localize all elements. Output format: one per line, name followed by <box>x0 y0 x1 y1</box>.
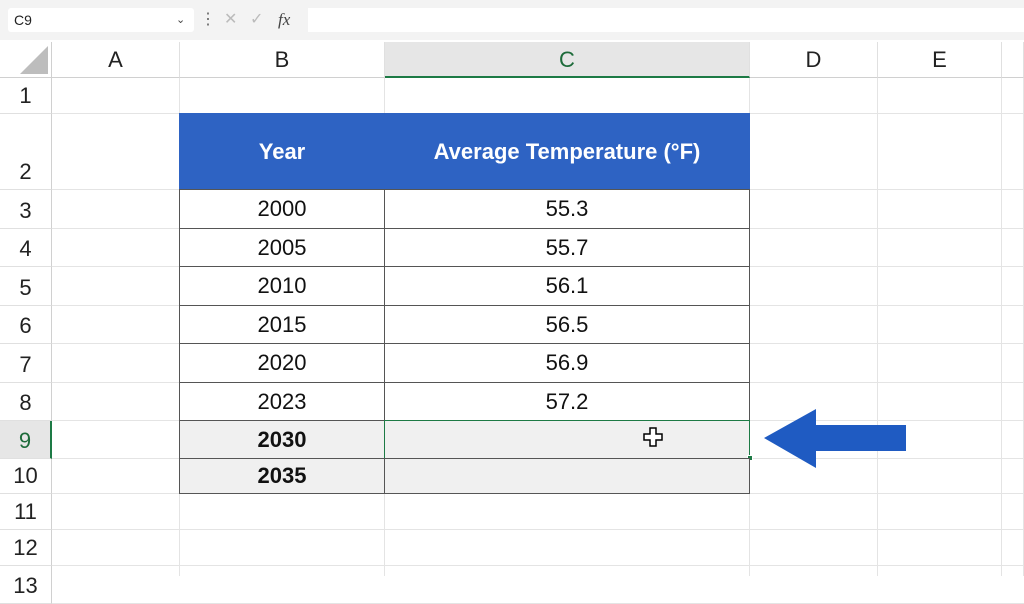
enter-icon[interactable]: ✓ <box>250 11 264 28</box>
column-header[interactable]: A <box>52 42 180 78</box>
table-cell[interactable]: Year <box>179 113 385 190</box>
table-cell[interactable]: 2030 <box>179 420 385 459</box>
table-cell[interactable]: 55.7 <box>384 228 750 267</box>
select-all-icon <box>20 46 48 74</box>
pointer-arrow <box>764 409 906 468</box>
row-header[interactable]: 6 <box>0 306 52 344</box>
table-cell[interactable]: 56.5 <box>384 305 750 344</box>
column-header[interactable]: D <box>750 42 878 78</box>
grid-line <box>52 565 1024 566</box>
formula-input[interactable] <box>308 8 1024 32</box>
grid-line <box>877 78 878 576</box>
row-header[interactable]: 4 <box>0 229 52 267</box>
row-header[interactable]: 12 <box>0 530 52 566</box>
name-box-dropdown[interactable]: ⌄ <box>176 14 186 26</box>
row-header[interactable]: 1 <box>0 78 52 114</box>
selected-cell[interactable] <box>384 420 750 459</box>
row-header[interactable]: 10 <box>0 459 52 494</box>
row-header[interactable]: 13 <box>0 566 52 604</box>
name-box[interactable]: C9 <box>8 8 194 32</box>
table-cell[interactable]: 56.1 <box>384 266 750 306</box>
table-cell[interactable]: 2010 <box>179 266 385 306</box>
select-all[interactable] <box>0 42 52 78</box>
column-header[interactable]: C <box>385 42 750 78</box>
cursor <box>643 427 663 447</box>
row-header[interactable]: 8 <box>0 383 52 421</box>
table-cell[interactable]: 2020 <box>179 343 385 383</box>
row-header[interactable]: 2 <box>0 114 52 190</box>
column-header[interactable]: B <box>180 42 385 78</box>
column-header[interactable] <box>1002 42 1024 78</box>
more-icon[interactable]: ⋮ <box>200 11 216 28</box>
grid-line <box>1001 78 1002 576</box>
table-cell[interactable]: 55.3 <box>384 189 750 229</box>
table-cell[interactable]: 2023 <box>179 382 385 421</box>
row-header[interactable]: 11 <box>0 494 52 530</box>
column-header[interactable]: E <box>878 42 1002 78</box>
row-header[interactable]: 3 <box>0 190 52 229</box>
row-header[interactable]: 7 <box>0 344 52 383</box>
table-cell[interactable] <box>384 458 750 494</box>
table-cell[interactable]: Average Temperature (°F) <box>384 113 750 190</box>
table-cell[interactable]: 2015 <box>179 305 385 344</box>
table-cell[interactable]: 2000 <box>179 189 385 229</box>
row-header[interactable]: 5 <box>0 267 52 306</box>
row-header[interactable]: 9 <box>0 421 52 459</box>
insert-function[interactable]: fx <box>278 10 291 29</box>
table-cell[interactable]: 57.2 <box>384 382 750 421</box>
table-cell[interactable]: 56.9 <box>384 343 750 383</box>
table-cell[interactable]: 2005 <box>179 228 385 267</box>
cancel-icon[interactable]: ✕ <box>224 11 238 28</box>
table-cell[interactable]: 2035 <box>179 458 385 494</box>
grid-line <box>52 529 1024 530</box>
